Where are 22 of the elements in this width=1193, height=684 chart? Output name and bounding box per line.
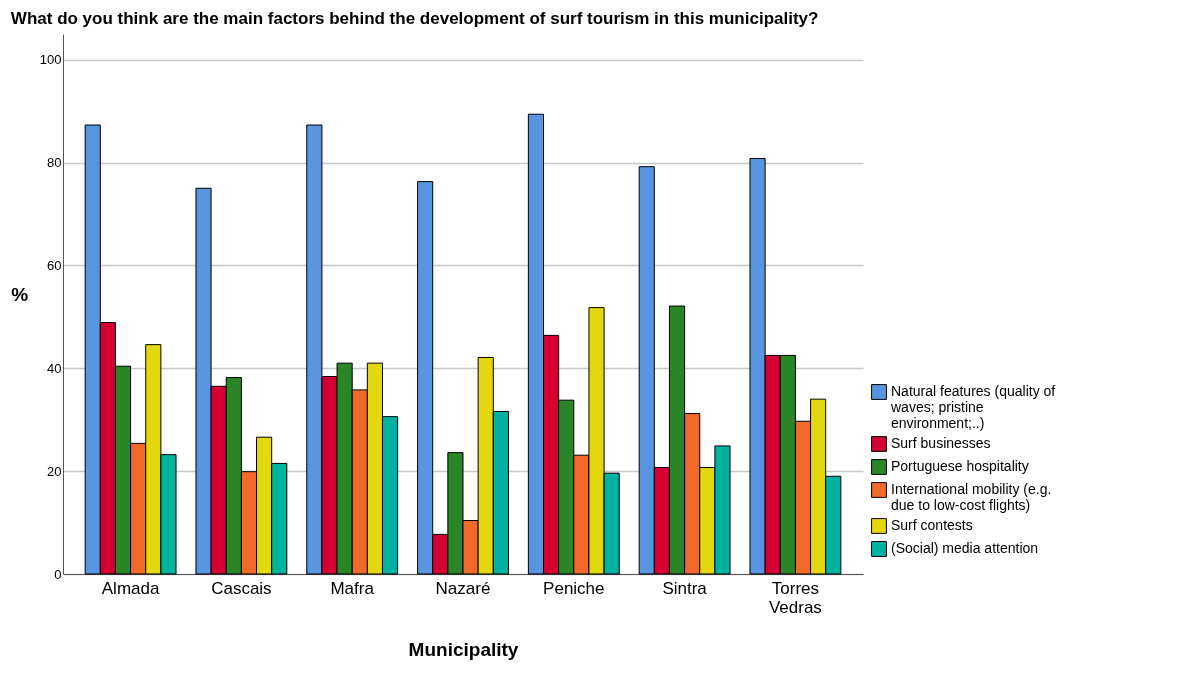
- legend-label: Portuguese hospitality: [891, 458, 1029, 474]
- y-tick-label: 0: [54, 566, 62, 582]
- x-tick-label: Almada: [101, 578, 160, 598]
- legend-label: Natural features (quality of waves; pristine environment;..): [890, 383, 1056, 431]
- x-tick-label: Torres Vedras: [768, 578, 822, 617]
- y-axis-title: %: [11, 283, 29, 305]
- legend-label: (Social) media attention: [891, 540, 1039, 556]
- legend-label: Surf contests: [891, 517, 973, 533]
- y-tick-label: 80: [47, 155, 62, 171]
- legend-label: Surf businesses: [891, 435, 991, 451]
- x-tick-label: Cascais: [211, 578, 272, 598]
- legend-label: International mobility (e.g. due to low-cost flights): [891, 481, 1052, 513]
- x-axis-title: Municipality: [408, 638, 519, 660]
- y-tick-label: 20: [47, 463, 62, 479]
- x-tick-label: Mafra: [330, 578, 375, 598]
- x-tick-label: Sintra: [662, 578, 708, 598]
- y-tick-label: 40: [47, 360, 62, 376]
- x-tick-label: Peniche: [543, 578, 605, 598]
- y-tick-label: 60: [47, 257, 62, 273]
- chart-title: What do you think are the main factors behind the development of surf tourism in this municipality?: [10, 9, 819, 28]
- y-tick-label: 100: [39, 52, 62, 68]
- x-tick-label: Nazaré: [435, 578, 491, 598]
